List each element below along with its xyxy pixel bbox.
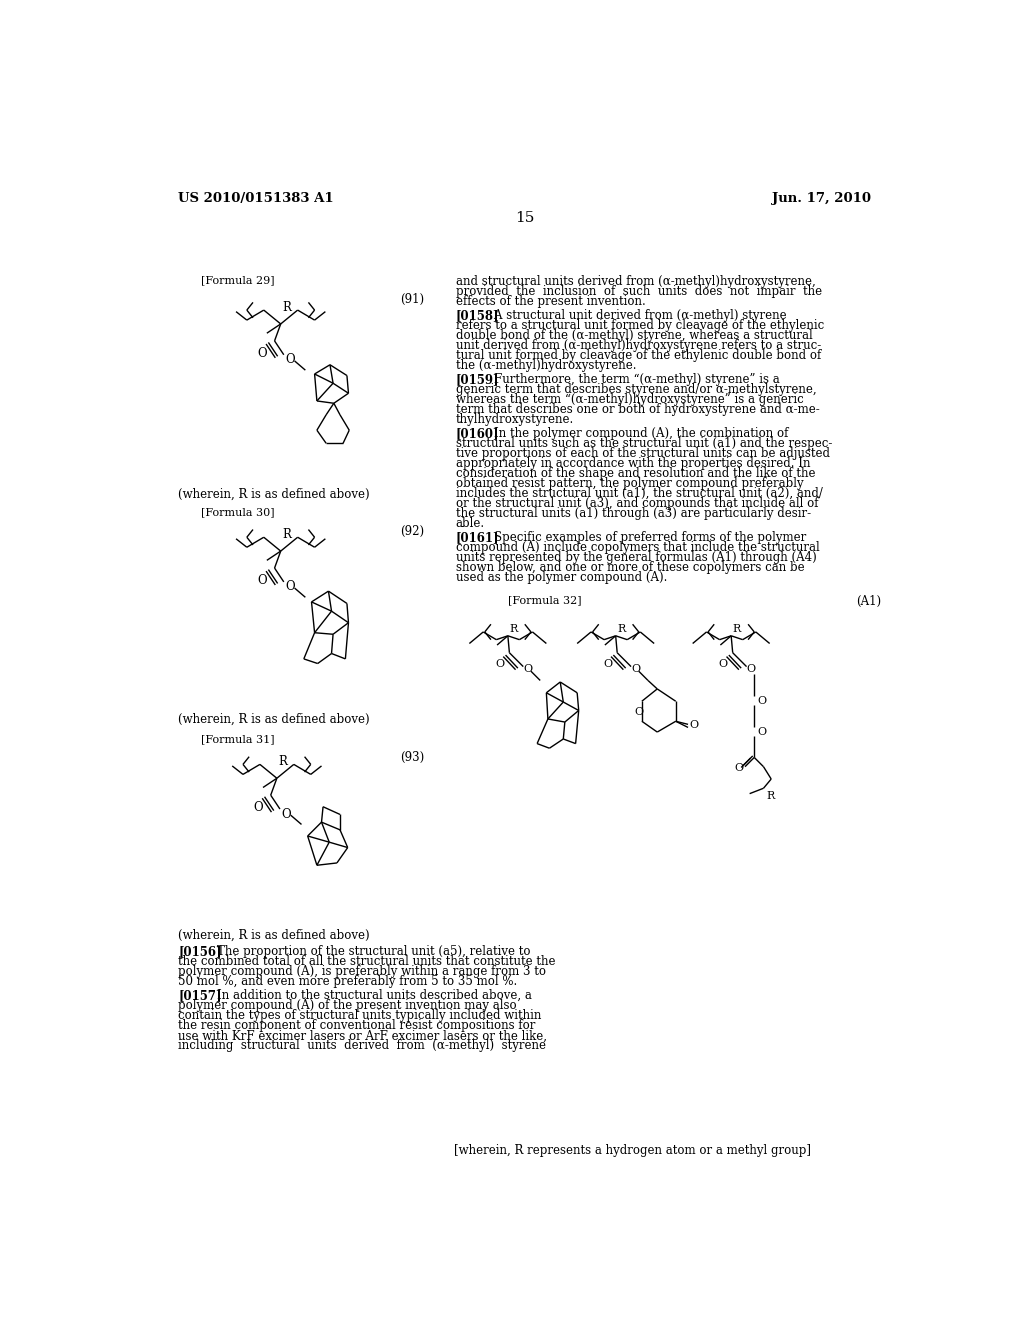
Text: [0158]: [0158] [456, 309, 499, 322]
Text: O: O [631, 664, 640, 675]
Text: R: R [283, 528, 291, 541]
Text: Specific examples of preferred forms of the polymer: Specific examples of preferred forms of … [479, 531, 806, 544]
Text: O: O [719, 659, 728, 669]
Text: [0156]: [0156] [178, 945, 222, 958]
Text: Furthermore, the term “(α-methyl) styrene” is a: Furthermore, the term “(α-methyl) styren… [479, 374, 780, 387]
Text: tive proportions of each of the structural units can be adjusted: tive proportions of each of the structur… [456, 447, 829, 461]
Text: R: R [509, 624, 518, 634]
Text: 50 mol %, and even more preferably from 5 to 35 mol %.: 50 mol %, and even more preferably from … [178, 975, 517, 989]
Text: O: O [734, 763, 743, 772]
Text: O: O [496, 659, 505, 669]
Text: O: O [258, 347, 267, 360]
Text: O: O [254, 801, 263, 814]
Text: Jun. 17, 2010: Jun. 17, 2010 [772, 193, 871, 206]
Text: including  structural  units  derived  from  (α-methyl)  styrene: including structural units derived from … [178, 1039, 546, 1052]
Text: R: R [283, 301, 291, 314]
Text: O: O [689, 719, 698, 730]
Text: tural unit formed by cleavage of the ethylenic double bond of: tural unit formed by cleavage of the eth… [456, 350, 821, 363]
Text: In addition to the structural units described above, a: In addition to the structural units desc… [202, 989, 531, 1002]
Text: provided  the  inclusion  of  such  units  does  not  impair  the: provided the inclusion of such units doe… [456, 285, 821, 298]
Text: units represented by the general formulas (A1) through (A4): units represented by the general formula… [456, 552, 816, 564]
Text: the structural units (a1) through (a3) are particularly desir-: the structural units (a1) through (a3) a… [456, 507, 811, 520]
Text: O: O [286, 354, 295, 366]
Text: A structural unit derived from (α-methyl) styrene: A structural unit derived from (α-methyl… [479, 309, 786, 322]
Text: used as the polymer compound (A).: used as the polymer compound (A). [456, 572, 667, 585]
Text: [Formula 29]: [Formula 29] [202, 276, 275, 285]
Text: thylhydroxystyrene.: thylhydroxystyrene. [456, 413, 573, 426]
Text: polymer compound (A), is preferably within a range from 3 to: polymer compound (A), is preferably with… [178, 965, 546, 978]
Text: 15: 15 [515, 211, 535, 224]
Text: the resin component of conventional resist compositions for: the resin component of conventional resi… [178, 1019, 536, 1032]
Text: O: O [634, 706, 643, 717]
Text: O: O [258, 574, 267, 587]
Text: use with KrF excimer lasers or ArF excimer lasers or the like,: use with KrF excimer lasers or ArF excim… [178, 1030, 547, 1043]
Text: O: O [758, 696, 767, 706]
Text: R: R [767, 792, 775, 801]
Text: O: O [758, 726, 767, 737]
Text: O: O [282, 808, 291, 821]
Text: double bond of the (α-methyl) styrene, whereas a structural: double bond of the (α-methyl) styrene, w… [456, 330, 812, 342]
Text: [Formula 30]: [Formula 30] [202, 507, 275, 517]
Text: [0157]: [0157] [178, 989, 222, 1002]
Text: refers to a structural unit formed by cleavage of the ethylenic: refers to a structural unit formed by cl… [456, 319, 823, 333]
Text: able.: able. [456, 517, 484, 531]
Text: structural units such as the structural unit (a1) and the respec-: structural units such as the structural … [456, 437, 831, 450]
Text: the (α-methyl)hydroxystyrene.: the (α-methyl)hydroxystyrene. [456, 359, 636, 372]
Text: R: R [617, 624, 626, 634]
Text: [Formula 32]: [Formula 32] [508, 595, 582, 605]
Text: R: R [279, 755, 288, 768]
Text: (93): (93) [400, 751, 424, 764]
Text: O: O [523, 664, 532, 675]
Text: The proportion of the structural unit (a5), relative to: The proportion of the structural unit (a… [202, 945, 530, 958]
Text: O: O [286, 581, 295, 594]
Text: O: O [746, 664, 756, 675]
Text: or the structural unit (a3), and compounds that include all of: or the structural unit (a3), and compoun… [456, 498, 818, 511]
Text: (wherein, R is as defined above): (wherein, R is as defined above) [178, 713, 370, 726]
Text: unit derived from (α-methyl)hydroxystyrene refers to a struc-: unit derived from (α-methyl)hydroxystyre… [456, 339, 821, 352]
Text: [0161]: [0161] [456, 531, 499, 544]
Text: [wherein, R represents a hydrogen atom or a methyl group]: [wherein, R represents a hydrogen atom o… [454, 1144, 811, 1158]
Text: appropriately in accordance with the properties desired. In: appropriately in accordance with the pro… [456, 457, 810, 470]
Text: [Formula 31]: [Formula 31] [202, 734, 275, 744]
Text: effects of the present invention.: effects of the present invention. [456, 296, 645, 309]
Text: and structural units derived from (α-methyl)hydroxystyrene,: and structural units derived from (α-met… [456, 276, 815, 289]
Text: whereas the term “(α-methyl)hydroxystyrene” is a generic: whereas the term “(α-methyl)hydroxystyre… [456, 393, 803, 407]
Text: O: O [603, 659, 612, 669]
Text: contain the types of structural units typically included within: contain the types of structural units ty… [178, 1010, 542, 1022]
Text: includes the structural unit (a1), the structural unit (a2), and/: includes the structural unit (a1), the s… [456, 487, 822, 500]
Text: obtained resist pattern, the polymer compound preferably: obtained resist pattern, the polymer com… [456, 478, 803, 490]
Text: (A1): (A1) [856, 595, 882, 609]
Text: (91): (91) [400, 293, 424, 306]
Text: compound (A) include copolymers that include the structural: compound (A) include copolymers that inc… [456, 541, 819, 554]
Text: consideration of the shape and resolution and the like of the: consideration of the shape and resolutio… [456, 467, 815, 480]
Text: polymer compound (A) of the present invention may also: polymer compound (A) of the present inve… [178, 999, 517, 1012]
Text: (wherein, R is as defined above): (wherein, R is as defined above) [178, 928, 370, 941]
Text: shown below, and one or more of these copolymers can be: shown below, and one or more of these co… [456, 561, 804, 574]
Text: R: R [733, 624, 741, 634]
Text: (92): (92) [400, 525, 424, 539]
Text: US 2010/0151383 A1: US 2010/0151383 A1 [178, 193, 334, 206]
Text: [0160]: [0160] [456, 428, 499, 440]
Text: [0159]: [0159] [456, 374, 499, 387]
Text: term that describes one or both of hydroxystyrene and α-me-: term that describes one or both of hydro… [456, 404, 819, 416]
Text: the combined total of all the structural units that constitute the: the combined total of all the structural… [178, 956, 556, 969]
Text: (wherein, R is as defined above): (wherein, R is as defined above) [178, 488, 370, 502]
Text: In the polymer compound (A), the combination of: In the polymer compound (A), the combina… [479, 428, 788, 440]
Text: generic term that describes styrene and/or α-methylstyrene,: generic term that describes styrene and/… [456, 383, 816, 396]
